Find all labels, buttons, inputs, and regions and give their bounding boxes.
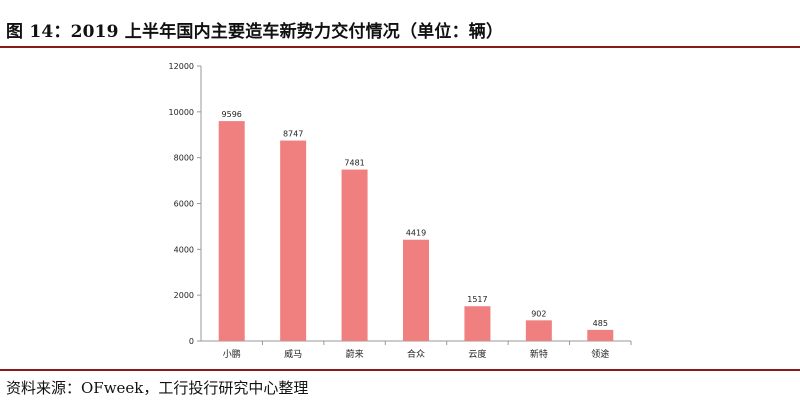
data-label: 485 xyxy=(593,319,608,328)
data-label: 8747 xyxy=(283,130,303,139)
category-label: 小鹏 xyxy=(223,348,241,360)
category-label: 新特 xyxy=(530,348,548,360)
y-tick-label: 8000 xyxy=(174,154,194,163)
category-label: 威马 xyxy=(284,348,302,360)
y-tick-label: 4000 xyxy=(174,245,194,254)
bar-chart: 0 2000 4000 6000 8000 10000 12000 9596 小鹏 8747 威马 7… xyxy=(169,62,632,360)
data-label: 7481 xyxy=(344,159,364,168)
bar xyxy=(525,320,552,341)
data-label: 1517 xyxy=(467,295,487,304)
bar xyxy=(403,239,429,341)
y-tick-label: 2000 xyxy=(174,291,194,300)
y-tick-label: 10000 xyxy=(169,108,194,117)
category-label: 领途 xyxy=(591,348,609,360)
y-tick-label: 0 xyxy=(189,337,194,346)
bar xyxy=(341,169,368,341)
category-label: 云度 xyxy=(468,348,486,360)
data-label: 9596 xyxy=(222,110,242,119)
top-rule xyxy=(0,46,800,48)
bar xyxy=(464,306,491,341)
y-tick-label: 12000 xyxy=(169,62,194,71)
bar xyxy=(587,329,614,341)
bar xyxy=(218,121,245,341)
source-note: 资料来源：OFweek，工行投行研究中心整理 xyxy=(6,379,309,397)
y-tick-label: 6000 xyxy=(174,200,194,209)
category-label: 合众 xyxy=(407,348,425,360)
figure-title: 图 14：2019 上半年国内主要造车新势力交付情况（单位：辆） xyxy=(6,22,504,42)
data-label: 902 xyxy=(531,309,546,318)
category-label: 蔚来 xyxy=(346,348,364,360)
bar xyxy=(280,140,307,341)
bottom-rule xyxy=(0,369,800,371)
data-label: 4419 xyxy=(406,229,426,238)
